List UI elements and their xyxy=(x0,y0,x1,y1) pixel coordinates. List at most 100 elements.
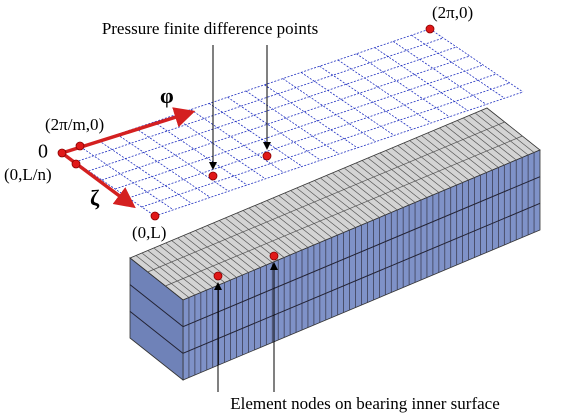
grid-line xyxy=(227,96,321,161)
axis-label: φ xyxy=(160,83,174,108)
tile-line xyxy=(439,127,493,171)
tile-line xyxy=(260,202,315,246)
grid-line xyxy=(101,55,470,181)
tile-line xyxy=(367,157,422,201)
tile-line xyxy=(230,215,285,258)
grid-line xyxy=(208,103,303,167)
tile-line xyxy=(248,207,303,251)
tile-line xyxy=(385,150,440,193)
grid-line xyxy=(319,65,413,130)
tile-line xyxy=(391,147,446,191)
tile-line xyxy=(177,237,231,281)
tile-line xyxy=(332,172,386,216)
tile-line xyxy=(153,247,208,291)
tile-line xyxy=(290,190,344,233)
tile-line xyxy=(343,167,398,211)
tile-line xyxy=(457,120,511,163)
tile-line xyxy=(207,225,261,268)
tile-line xyxy=(421,135,475,178)
grid-line xyxy=(98,140,193,204)
tile-line xyxy=(349,165,404,208)
point xyxy=(208,171,218,181)
grid-line xyxy=(190,109,285,173)
tile-line xyxy=(284,192,338,236)
grid-line xyxy=(411,34,505,99)
tile-line xyxy=(182,176,541,328)
grid-line xyxy=(153,121,248,186)
grid-line xyxy=(88,46,457,172)
point xyxy=(71,159,81,169)
grid-line xyxy=(80,146,174,211)
grid-line xyxy=(337,59,432,124)
tile-line xyxy=(314,180,368,223)
grid-line xyxy=(116,134,211,198)
tile-line xyxy=(296,187,350,231)
axis-label: ζ xyxy=(90,185,100,210)
corner-label: (2π/m,0) xyxy=(45,115,104,134)
grid-line xyxy=(282,78,377,142)
tile-line xyxy=(147,121,505,273)
origin-label: 0 xyxy=(38,141,48,163)
grid-line xyxy=(300,72,395,136)
tile-line xyxy=(445,125,499,168)
grid-line xyxy=(374,47,469,111)
tile-line xyxy=(278,195,332,238)
tile-line xyxy=(189,232,243,276)
point xyxy=(75,141,85,151)
tile-line xyxy=(213,222,267,266)
corner-label: (0,L/n) xyxy=(4,165,52,184)
point xyxy=(262,151,272,161)
grid-line xyxy=(128,73,497,199)
tile-line xyxy=(219,220,273,263)
grid-line xyxy=(245,90,340,155)
tile-line xyxy=(361,160,416,203)
pressure-points-label: Pressure finite difference points xyxy=(102,19,318,38)
point xyxy=(57,148,67,158)
grid-line xyxy=(75,37,444,163)
tile-line xyxy=(129,284,184,328)
grid-line xyxy=(141,82,510,208)
tile-line xyxy=(224,217,279,261)
point xyxy=(150,211,160,221)
tile-line xyxy=(272,197,327,241)
tile-line xyxy=(302,185,356,228)
grid-line xyxy=(356,53,450,118)
pressure-grid xyxy=(61,28,524,217)
tile-line xyxy=(480,110,535,153)
tile-line xyxy=(403,142,457,186)
grid-line xyxy=(264,84,358,149)
tile-line xyxy=(379,152,434,196)
pointer-arrows xyxy=(209,45,278,392)
tile-line xyxy=(308,182,362,226)
tile-line xyxy=(451,122,505,166)
tile-line xyxy=(141,252,196,296)
tile-line xyxy=(338,170,392,213)
tile-line xyxy=(183,235,237,278)
tile-line xyxy=(326,175,380,218)
grid-line xyxy=(429,28,524,93)
element-nodes-label: Element nodes on bearing inner surface xyxy=(230,394,500,413)
point xyxy=(269,251,279,261)
tile-line xyxy=(355,162,410,206)
tile-line xyxy=(409,140,463,183)
tile-line xyxy=(433,130,487,173)
grid-line xyxy=(154,91,524,217)
tile-line xyxy=(147,250,202,293)
tile-line xyxy=(165,135,523,287)
tile-line xyxy=(165,242,219,286)
tile-line xyxy=(236,212,291,256)
tile-line xyxy=(129,310,184,354)
corner-label: (0,L) xyxy=(132,223,166,242)
tile-line xyxy=(182,202,541,354)
tile-line xyxy=(159,245,213,288)
grid-line xyxy=(392,41,487,105)
tile-line xyxy=(468,115,523,158)
tile-line xyxy=(201,227,255,271)
point xyxy=(425,24,435,34)
tile-line xyxy=(266,200,321,243)
tile-line xyxy=(474,112,529,156)
tile-line xyxy=(373,155,428,198)
point xyxy=(213,271,223,281)
tile-line xyxy=(320,177,374,221)
